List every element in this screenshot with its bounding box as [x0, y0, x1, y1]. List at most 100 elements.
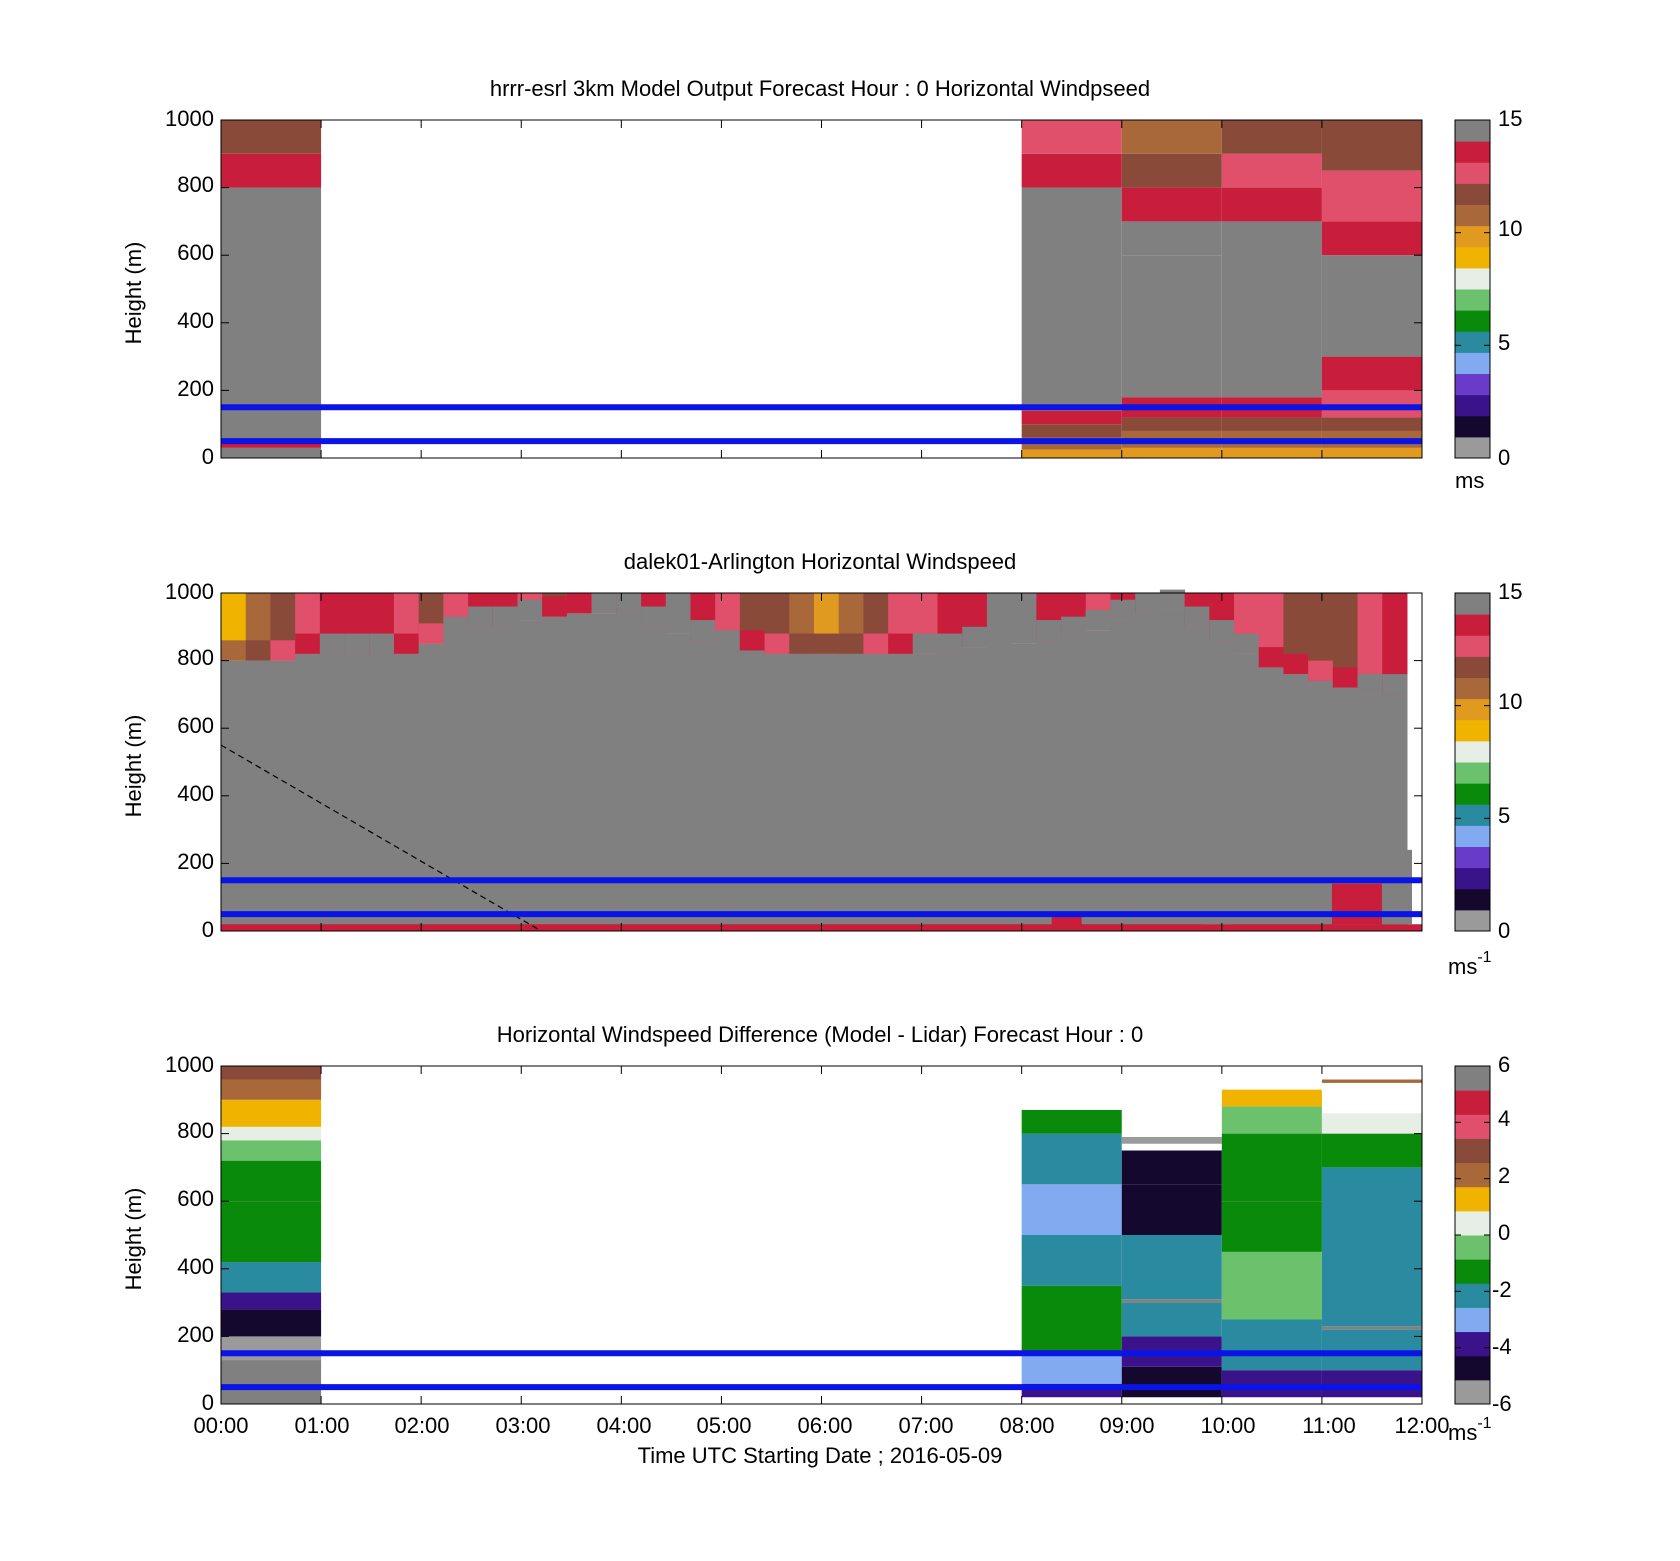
heatmap-cell	[1321, 255, 1422, 289]
heatmap-cell	[369, 653, 395, 931]
heatmap-cell	[1121, 373, 1222, 398]
heatmap-cell	[1221, 1319, 1322, 1371]
heatmap-cell	[1221, 373, 1322, 398]
colorbar-unit: ms-1	[1448, 949, 1492, 979]
heatmap-cell	[1201, 893, 1232, 925]
heatmap-cell	[715, 630, 741, 651]
heatmap-cell	[1085, 609, 1111, 631]
colorbar-segment	[1455, 614, 1490, 636]
y-tick-label: 400	[177, 308, 214, 333]
y-tick-label: 1000	[165, 106, 214, 131]
heatmap-cell	[1321, 221, 1422, 256]
x-tick-label: 07:00	[898, 1413, 953, 1438]
colorbar-segment	[1455, 373, 1490, 396]
heatmap-cell	[1135, 613, 1161, 931]
colorbar-segment	[1455, 867, 1490, 890]
colorbar-unit: ms	[1455, 468, 1484, 493]
heatmap-cell	[221, 1140, 322, 1161]
x-tick-label: 09:00	[1099, 1413, 1154, 1438]
heatmap-cell	[1321, 1113, 1422, 1134]
heatmap-cell	[1135, 593, 1161, 614]
colorbar-frame	[1454, 592, 1491, 932]
x-tick-label: 02:00	[394, 1413, 449, 1438]
heatmap-cell	[1221, 1106, 1322, 1134]
heatmap-cell	[1321, 1167, 1422, 1235]
x-axis-label: Time UTC Starting Date ; 2016-05-09	[638, 1443, 1003, 1468]
colorbar-unit: ms-1	[1448, 1415, 1492, 1445]
panel-title: dalek01-Arlington Horizontal Windspeed	[624, 549, 1017, 574]
heatmap-cell	[221, 1262, 322, 1293]
heatmap-cell	[221, 1292, 322, 1310]
heatmap-cell	[221, 1160, 322, 1202]
heatmap-cell	[1321, 170, 1422, 222]
colorbar-segment	[1455, 183, 1490, 205]
heatmap-cell	[319, 653, 346, 931]
heatmap-cell	[1321, 1079, 1422, 1083]
y-tick-label: 600	[177, 1186, 214, 1211]
heatmap-cell	[1221, 417, 1322, 431]
heatmap-cell	[1021, 1353, 1122, 1384]
heatmap-cell	[344, 653, 370, 931]
colorbar	[1454, 119, 1491, 459]
y-tick-label: 600	[177, 713, 214, 738]
heatmap-cell	[1321, 1133, 1422, 1168]
heatmap-cell	[1021, 1184, 1122, 1235]
heatmap-cell	[221, 447, 322, 458]
colorbar-segment	[1455, 1307, 1490, 1333]
heatmap-cell	[641, 606, 667, 627]
y-tick-labels: 0 200 400 600 800 1000	[165, 106, 214, 469]
x-tick-label: 12:00	[1394, 1413, 1449, 1438]
heatmap-cell	[1021, 449, 1122, 458]
heatmap-cell	[591, 593, 617, 614]
heatmap-cell	[1308, 680, 1334, 931]
heatmap-cell	[739, 630, 766, 651]
heatmap-cell	[1357, 674, 1383, 695]
colorbar-tick-label: -4	[1492, 1334, 1512, 1359]
y-axis-label: Height (m)	[121, 1188, 146, 1291]
colorbar-segment	[1455, 1283, 1490, 1308]
colorbar-segment	[1455, 267, 1490, 290]
heatmap-cell	[221, 1336, 322, 1361]
panel-title: hrrr-esrl 3km Model Output Forecast Hour…	[490, 76, 1150, 101]
colorbar-segment	[1455, 1259, 1490, 1284]
x-tick-label: 08:00	[999, 1413, 1054, 1438]
heatmap-cell	[1051, 914, 1082, 928]
heatmap-cell	[221, 1126, 322, 1141]
heatmap-cell	[1321, 120, 1422, 171]
heatmap-cell	[221, 1079, 322, 1100]
colorbar-tick-label: 15	[1498, 106, 1522, 131]
heatmap-cell	[492, 626, 518, 931]
heatmap-cell	[1110, 599, 1136, 621]
heatmap-cell	[1321, 1326, 1422, 1330]
heatmap-cell	[1234, 653, 1260, 931]
heatmap-cell	[566, 613, 593, 931]
heatmap-cell	[1021, 120, 1122, 154]
heatmap-cell	[1021, 1133, 1122, 1185]
model-windspeed-panel: hrrr-esrl 3km Model Output Forecast Hour…	[121, 76, 1522, 493]
heatmap-cell	[1221, 221, 1322, 374]
y-tick-label: 400	[177, 1254, 214, 1279]
heatmap-cell	[468, 606, 494, 627]
heatmap-cell	[221, 1360, 322, 1404]
heatmap-cell	[863, 653, 889, 931]
colorbar-segment	[1455, 825, 1490, 847]
x-tick-label: 11:00	[1302, 1413, 1355, 1438]
heatmap-cell	[937, 653, 963, 931]
colorbar-segment	[1455, 204, 1490, 227]
y-tick-label: 1000	[165, 1052, 214, 1077]
colorbar-tick-label: 0	[1498, 1220, 1510, 1245]
x-tick-label: 00:00	[193, 1413, 248, 1438]
heatmap-cell	[1121, 1136, 1222, 1144]
heatmap-cell	[1184, 626, 1210, 931]
y-tick-label: 600	[177, 240, 214, 265]
heatmap-cell	[1121, 1184, 1222, 1235]
heatmap-cell	[1209, 640, 1235, 931]
colorbar-segment	[1455, 289, 1490, 311]
heatmap-plot	[220, 119, 1423, 459]
heatmap-cell	[1121, 1150, 1222, 1185]
colorbar-segment	[1455, 415, 1490, 438]
heatmap-cell	[221, 442, 322, 448]
heatmap-cell	[1036, 640, 1062, 931]
colorbar-tick-label: -6	[1492, 1391, 1512, 1416]
colorbar-segment	[1455, 162, 1490, 184]
